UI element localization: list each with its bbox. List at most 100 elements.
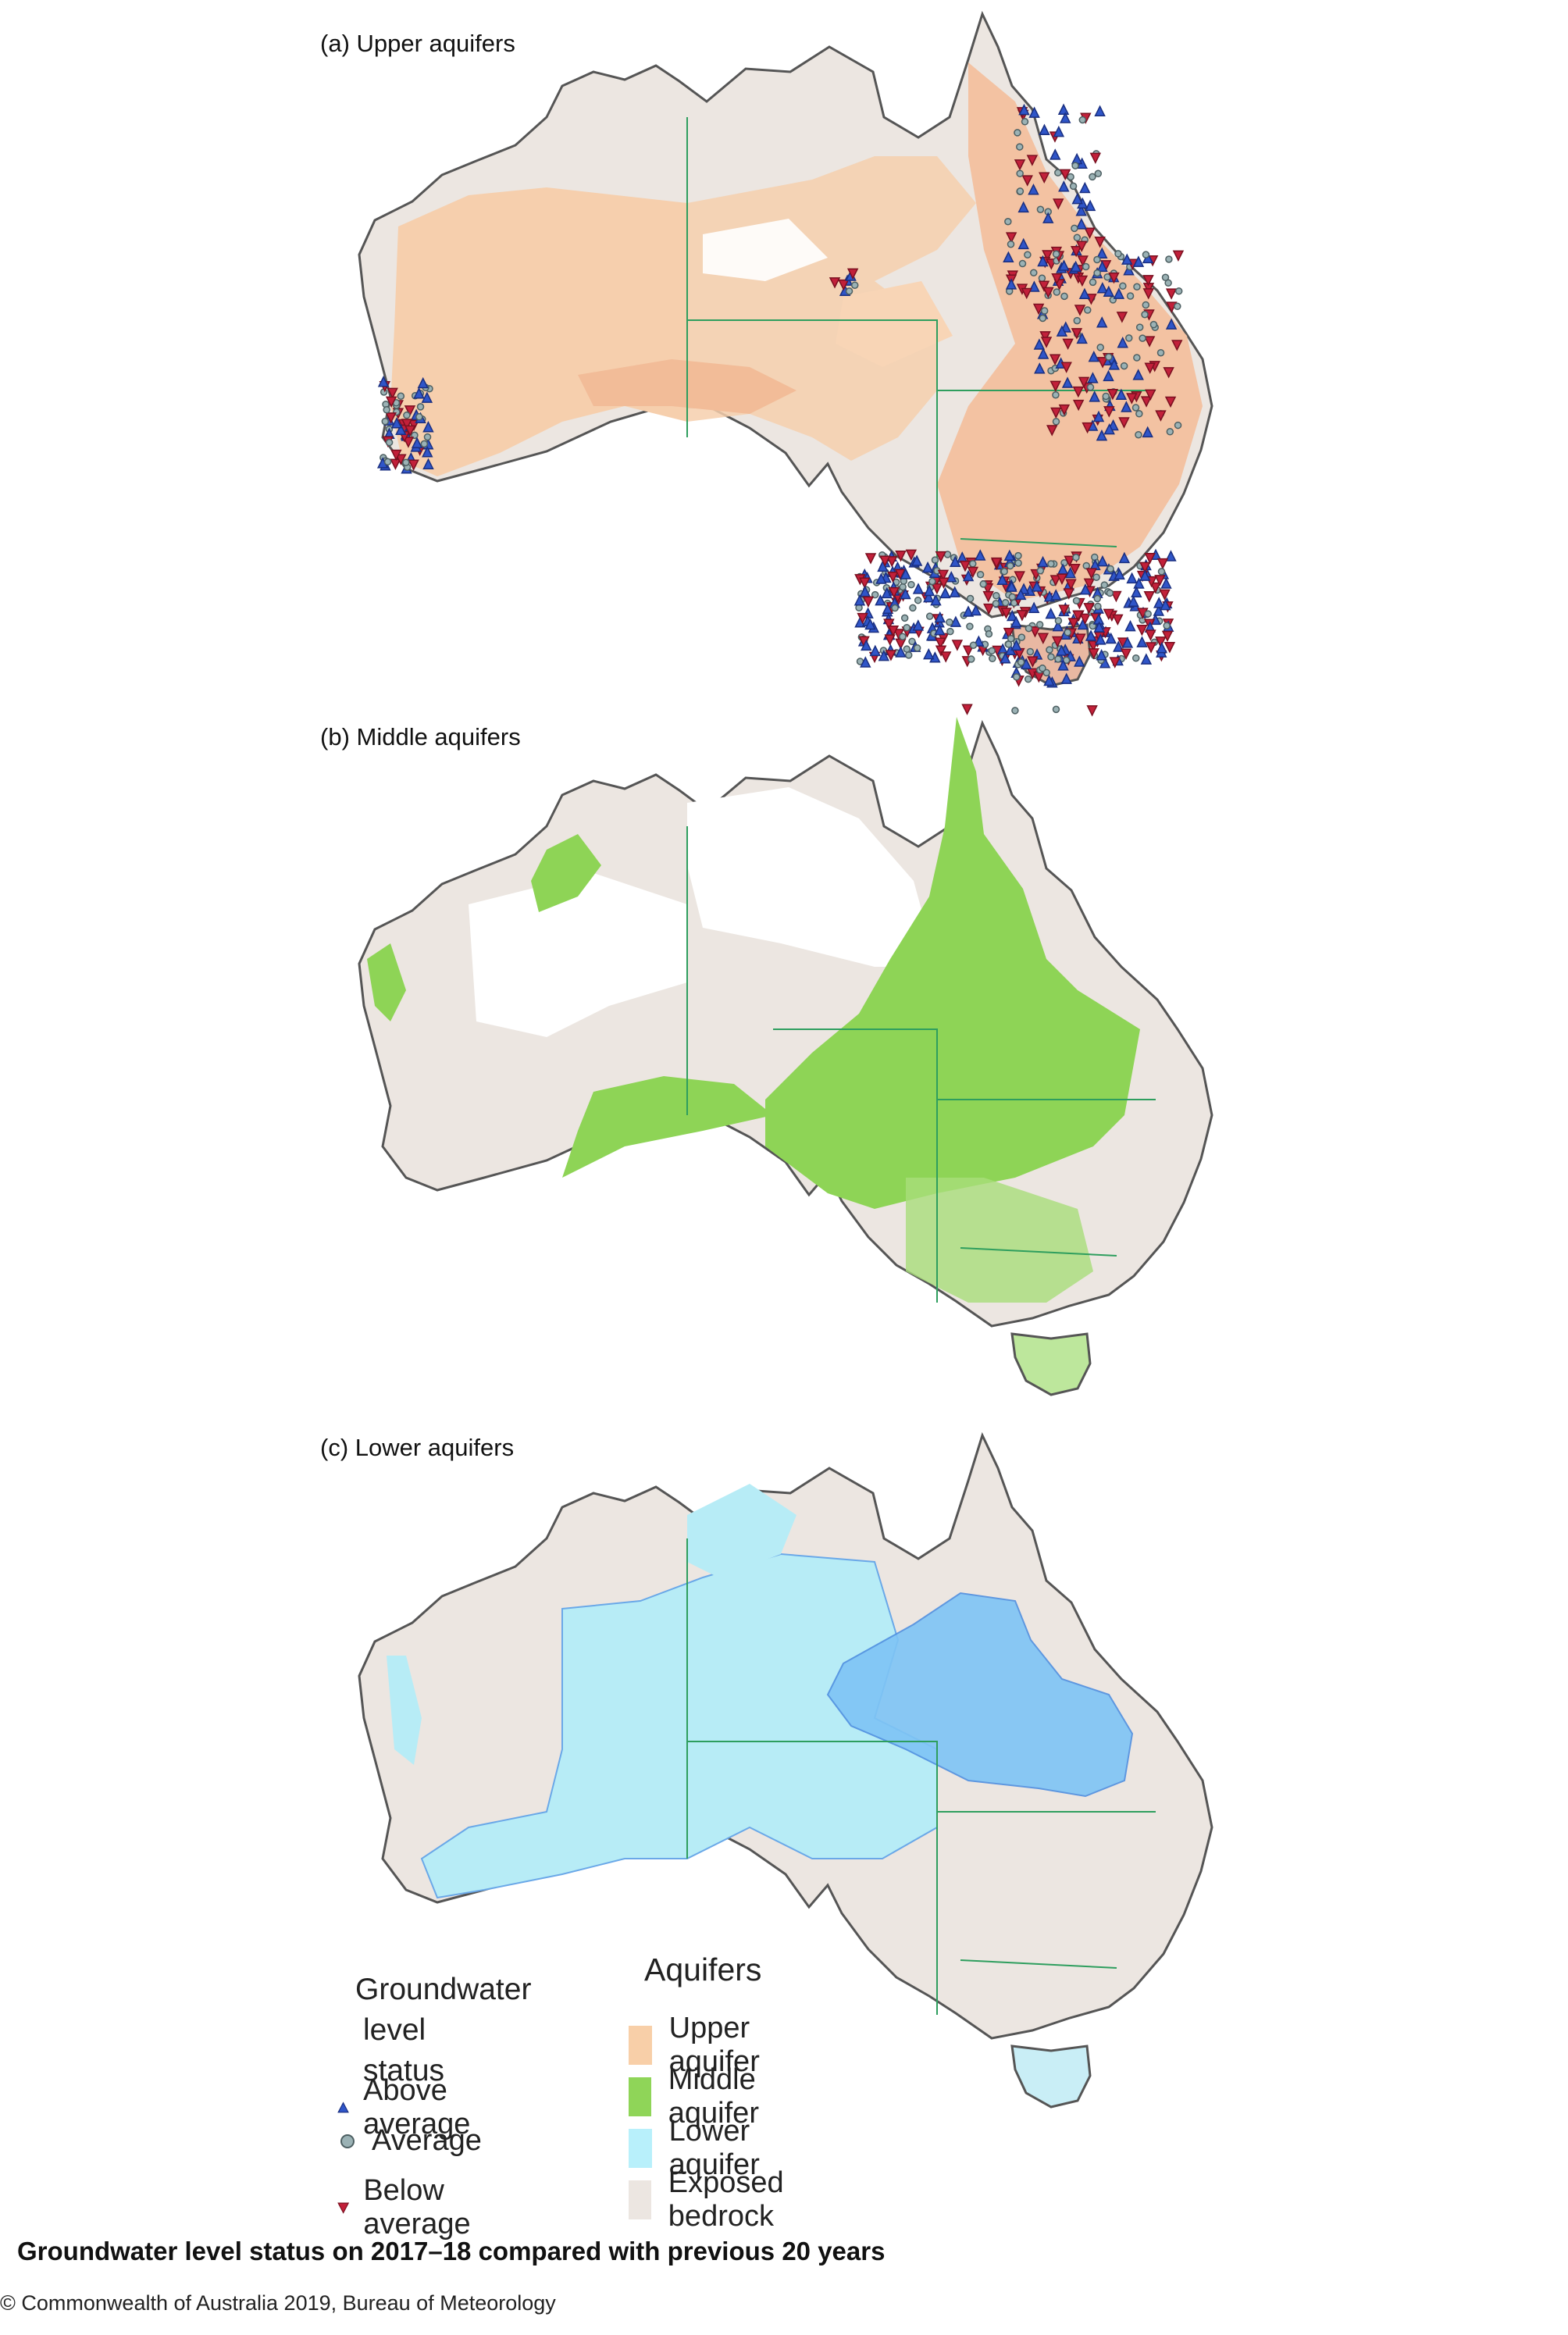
status-marker — [1103, 285, 1115, 298]
status-marker — [1036, 205, 1045, 213]
status-marker — [1049, 380, 1061, 393]
status-marker — [1156, 558, 1169, 570]
status-marker — [934, 624, 946, 636]
status-marker — [1074, 305, 1086, 316]
status-marker — [1057, 659, 1069, 671]
status-marker — [1149, 582, 1161, 594]
status-marker — [390, 449, 402, 462]
status-marker — [1092, 573, 1100, 581]
status-marker — [1089, 278, 1097, 287]
status-marker — [939, 586, 951, 599]
status-marker — [1017, 633, 1026, 641]
status-marker — [1065, 579, 1077, 590]
status-marker — [1103, 406, 1115, 418]
status-marker — [1061, 376, 1074, 388]
status-marker — [1071, 224, 1078, 233]
legend-middle-aquifer: Middle aquifer — [629, 2063, 775, 2130]
status-marker — [1084, 199, 1096, 212]
status-marker — [1070, 260, 1082, 273]
status-marker — [1095, 633, 1107, 645]
status-marker — [1042, 250, 1053, 262]
status-marker — [1157, 568, 1166, 576]
status-marker — [1073, 316, 1082, 325]
status-marker — [1075, 218, 1088, 230]
status-marker — [1114, 568, 1125, 580]
status-marker — [1051, 273, 1063, 285]
status-marker — [923, 590, 935, 603]
status-marker — [416, 403, 425, 411]
status-marker — [1039, 664, 1046, 672]
status-marker — [1049, 575, 1062, 586]
status-marker — [402, 458, 410, 467]
status-marker — [1052, 620, 1064, 632]
status-marker — [1088, 648, 1099, 660]
status-marker — [1039, 172, 1050, 184]
status-marker — [381, 417, 389, 426]
status-marker — [891, 604, 899, 612]
status-marker — [1037, 555, 1049, 568]
status-marker — [1084, 227, 1096, 239]
status-marker — [1093, 255, 1101, 264]
legend-average-label: Average — [372, 2124, 482, 2157]
status-marker — [1103, 422, 1115, 435]
status-marker — [1165, 255, 1173, 263]
status-marker — [879, 555, 891, 567]
status-marker — [1054, 655, 1062, 663]
status-marker — [988, 647, 996, 655]
status-marker — [1128, 595, 1139, 607]
status-marker — [1059, 169, 1071, 181]
status-marker — [1075, 241, 1088, 252]
status-marker — [985, 630, 993, 638]
status-marker — [1079, 613, 1091, 626]
status-marker — [1004, 218, 1012, 226]
status-marker — [900, 587, 911, 600]
status-marker — [1096, 316, 1108, 328]
status-marker — [1037, 633, 1049, 644]
status-marker — [864, 618, 876, 630]
status-marker — [1028, 184, 1039, 195]
status-marker — [1088, 351, 1100, 362]
map-panel-lower — [358, 1434, 1213, 2109]
status-marker — [1110, 590, 1122, 603]
status-marker — [401, 419, 413, 430]
status-marker — [1131, 404, 1140, 412]
status-marker — [937, 569, 950, 581]
status-marker — [1165, 550, 1177, 561]
status-marker — [1120, 648, 1132, 660]
status-marker — [962, 605, 975, 617]
status-marker — [1006, 561, 1014, 570]
status-marker — [1079, 583, 1092, 595]
status-marker — [1007, 240, 1015, 248]
status-marker — [959, 560, 971, 572]
status-marker — [1145, 389, 1156, 401]
status-marker — [925, 612, 934, 620]
status-marker — [1132, 255, 1145, 267]
status-marker — [962, 645, 975, 657]
status-marker — [1037, 255, 1049, 267]
status-marker — [976, 570, 985, 579]
status-marker — [1094, 237, 1106, 248]
status-marker — [914, 596, 922, 604]
status-marker — [404, 405, 416, 417]
status-marker — [992, 592, 1000, 600]
status-marker — [1107, 565, 1114, 573]
status-marker — [1113, 287, 1125, 299]
status-marker — [1031, 580, 1043, 592]
status-marker — [1140, 653, 1153, 665]
status-marker — [966, 622, 974, 630]
status-marker — [864, 553, 877, 565]
status-marker — [1043, 674, 1055, 686]
status-marker — [1126, 572, 1138, 584]
status-marker — [1021, 118, 1029, 126]
status-marker — [1087, 372, 1099, 383]
status-marker — [859, 577, 871, 589]
status-marker — [969, 560, 977, 568]
status-marker — [1121, 401, 1132, 412]
status-marker — [1142, 426, 1153, 438]
status-marker — [1072, 399, 1085, 412]
status-marker — [903, 645, 911, 653]
legend-below-label: Below average — [363, 2174, 471, 2241]
status-marker — [862, 596, 875, 608]
status-marker — [1050, 407, 1062, 419]
status-marker — [1005, 232, 1017, 244]
